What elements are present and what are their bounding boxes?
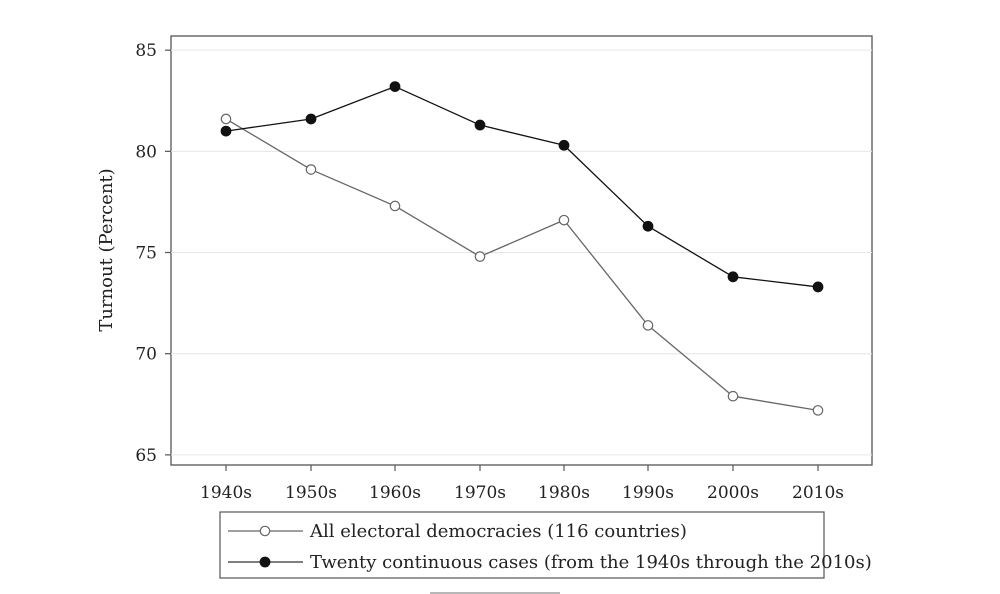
plot-frame [170, 35, 873, 466]
data-point-twenty-continuous-cases [220, 125, 232, 137]
series-layer [220, 81, 824, 416]
y-tick-label: 85 [135, 41, 157, 61]
x-tick-label: 1960s [369, 483, 421, 503]
x-tick-label: 1950s [285, 483, 337, 503]
x-axis: 1940s 1950s 1960s 1970s 1980s 1990s 2000s 2010s [200, 465, 844, 503]
y-axis: 65 70 75 80 85 [135, 41, 171, 466]
legend: All electoral democracies (116 countries… [219, 511, 872, 579]
data-point-twenty-continuous-cases [389, 81, 401, 92]
data-point-all-electoral-democracies [474, 251, 486, 262]
legend-marker-filled [259, 556, 271, 568]
data-point-all-electoral-democracies [812, 405, 824, 416]
data-point-twenty-continuous-cases [474, 119, 486, 131]
y-tick-label: 70 [135, 345, 157, 365]
legend-marker-hollow [259, 525, 271, 537]
y-tick-label: 75 [135, 244, 157, 264]
x-tick-label: 1970s [454, 483, 506, 503]
data-point-twenty-continuous-cases [305, 113, 317, 125]
data-point-twenty-continuous-cases [727, 271, 739, 283]
legend-label-all-electoral-democracies: All electoral democracies (116 countries… [309, 521, 687, 542]
data-point-all-electoral-democracies [727, 390, 739, 402]
data-point-all-electoral-democracies [220, 113, 232, 125]
series-line-twenty-continuous-cases [225, 85, 819, 288]
data-point-all-electoral-democracies [389, 200, 401, 212]
series-line-all-electoral-democracies [225, 118, 819, 412]
x-tick-label: 2010s [792, 483, 844, 503]
x-tick-label: 1940s [200, 483, 252, 503]
data-point-twenty-continuous-cases [558, 139, 570, 151]
y-axis-title: Turnout (Percent) [96, 168, 117, 331]
data-point-twenty-continuous-cases [642, 220, 654, 232]
x-tick-label: 1990s [622, 483, 674, 503]
data-point-all-electoral-democracies [558, 214, 570, 226]
y-tick-label: 65 [135, 446, 157, 466]
legend-box [219, 511, 825, 579]
x-tick-label: 2000s [707, 483, 759, 503]
data-point-all-electoral-democracies [305, 164, 317, 175]
y-tick-label: 80 [135, 142, 157, 162]
legend-label-twenty-continuous-cases: Twenty continuous cases (from the 1940s … [310, 552, 872, 573]
data-point-twenty-continuous-cases [812, 281, 824, 293]
x-tick-label: 1980s [538, 483, 590, 503]
gridlines [171, 49, 872, 456]
data-point-all-electoral-democracies [642, 320, 654, 331]
